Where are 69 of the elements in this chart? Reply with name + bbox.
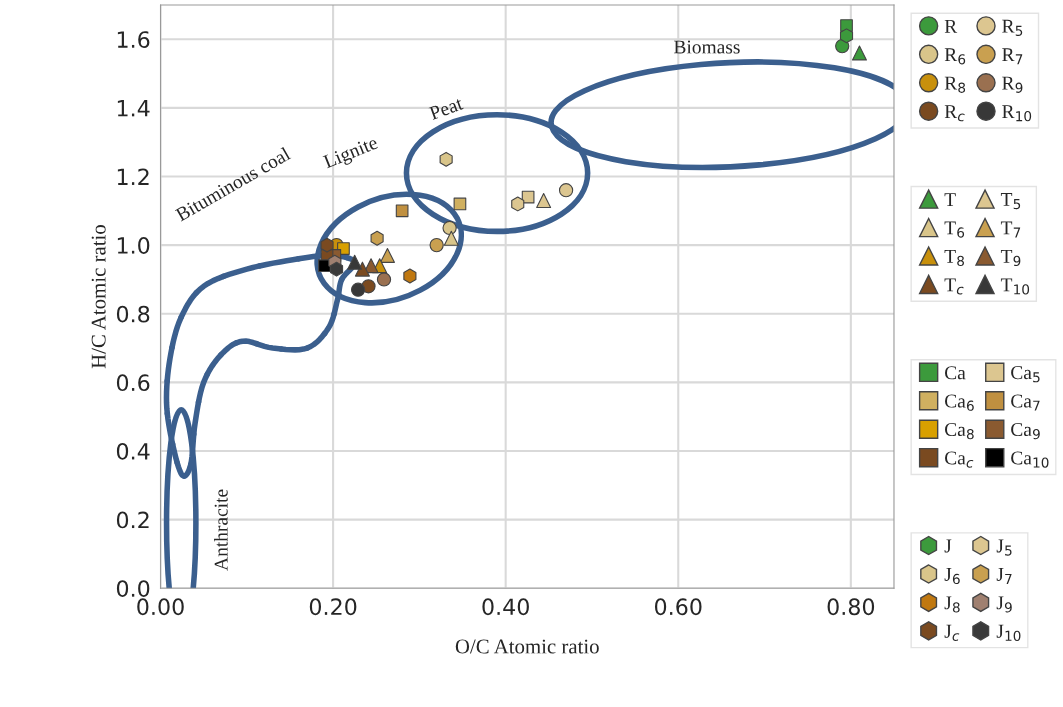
legend-label: Ca$_{10}$ [1011, 451, 1049, 468]
y-tick-label: 0.2 [116, 511, 149, 529]
point [395, 204, 409, 218]
legend-label: Ca$_{c}$ [945, 451, 974, 468]
point [329, 261, 344, 277]
annotation: Peat [428, 96, 464, 121]
legend-label: Ca [945, 366, 966, 380]
legend-label: Ca$_{9}$ [1011, 423, 1040, 440]
point [370, 230, 384, 246]
y-tick-label: 0.4 [116, 442, 150, 460]
legend-label: Ca$_{8}$ [945, 423, 974, 440]
point [320, 237, 334, 253]
y-tick-label: 1.4 [117, 100, 150, 117]
legend-label: R$_{6}$ [944, 48, 966, 65]
y-tick-label: 0.8 [116, 305, 150, 323]
legend-label: J$_{6}$ [944, 567, 960, 585]
legend-label: Ca$_{5}$ [1011, 366, 1040, 383]
legend-label: R$_{5}$ [1002, 19, 1023, 36]
annotation: Lignite [322, 135, 380, 173]
legend-label: T$_{5}$ [1000, 193, 1021, 210]
legend-label: T$_{8}$ [944, 249, 964, 267]
legend-label: R$_{9}$ [1002, 76, 1023, 93]
legend-label: R [944, 19, 958, 33]
legend-label: Ca$_{6}$ [945, 394, 974, 411]
legend-label: T$_{c}$ [944, 278, 964, 295]
legend-label: J [944, 539, 952, 553]
legend-label: R$_{7}$ [1002, 48, 1023, 65]
point [558, 183, 574, 198]
point [442, 220, 457, 236]
legend-label: J$_{10}$ [996, 624, 1021, 641]
legend-label: T$_{6}$ [944, 221, 965, 238]
point [536, 193, 552, 209]
legend-label: R$_{10}$ [1002, 105, 1032, 122]
legend-label: J$_{5}$ [996, 539, 1012, 556]
x-tick-label: 0.60 [654, 598, 702, 616]
legend-label: J$_{8}$ [944, 596, 960, 613]
legend-label: T$_{10}$ [1000, 278, 1030, 295]
annotation: Biomass [674, 40, 740, 54]
y-axis-title: H/C Atomic ratio [91, 225, 106, 369]
y-tick-label: 0.6 [116, 374, 150, 392]
point [350, 282, 366, 297]
legend-label: T$_{9}$ [1000, 249, 1021, 267]
legend-label: T$_{7}$ [1000, 221, 1021, 238]
legend-label: R$_{8}$ [944, 76, 966, 93]
point [376, 272, 392, 287]
legend-label: Ca$_{7}$ [1011, 394, 1040, 411]
point [439, 151, 453, 167]
point [429, 237, 444, 253]
legend-label: J$_{7}$ [996, 567, 1012, 584]
legend-label: T [944, 193, 956, 206]
x-tick-label: 0.00 [137, 598, 184, 616]
y-tick-label: 1.2 [117, 168, 149, 185]
legend-label: R$_{c}$ [944, 105, 965, 122]
point [443, 230, 459, 246]
y-tick-label: 0.0 [116, 580, 150, 597]
point [851, 45, 867, 61]
point [379, 247, 395, 263]
x-tick-label: 0.20 [309, 598, 357, 616]
legend-label: J$_{9}$ [996, 596, 1012, 613]
point [403, 268, 417, 284]
y-tick-label: 1.0 [117, 237, 150, 254]
x-axis-title: O/C Atomic ratio [455, 639, 599, 654]
annotation: Anthracite [214, 489, 228, 571]
point [511, 196, 525, 212]
legend-label: J$_{c}$ [944, 624, 960, 641]
x-tick-label: 0.80 [827, 598, 875, 616]
y-tick-label: 1.6 [117, 31, 150, 49]
point [839, 28, 854, 44]
x-tick-label: 0.40 [482, 598, 529, 616]
